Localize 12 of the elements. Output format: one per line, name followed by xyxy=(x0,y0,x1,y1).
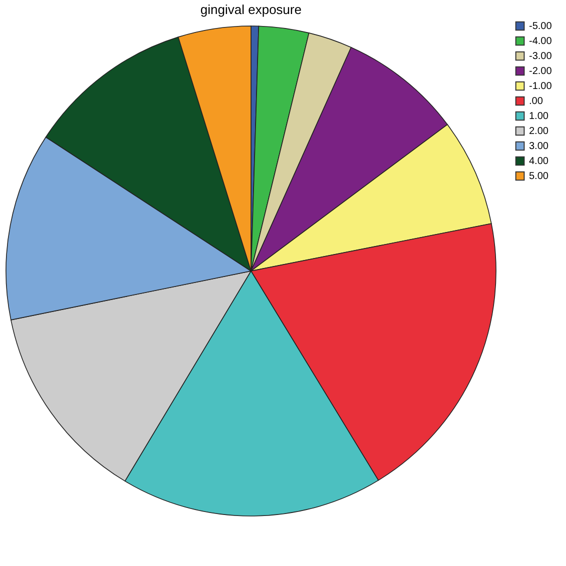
legend-label: -2.00 xyxy=(529,66,552,77)
legend-label: 5.00 xyxy=(529,171,549,182)
chart-title: gingival exposure xyxy=(200,2,302,17)
legend-label: 3.00 xyxy=(529,141,549,152)
legend-label: -1.00 xyxy=(529,81,552,92)
legend-label: 4.00 xyxy=(529,156,549,167)
legend-label: -5.00 xyxy=(529,21,552,32)
legend-label: .00 xyxy=(529,96,544,107)
legend-label: 2.00 xyxy=(529,126,549,137)
legend-label: 1.00 xyxy=(529,111,549,122)
legend-label: -3.00 xyxy=(529,51,552,62)
legend-label: -4.00 xyxy=(529,36,552,47)
